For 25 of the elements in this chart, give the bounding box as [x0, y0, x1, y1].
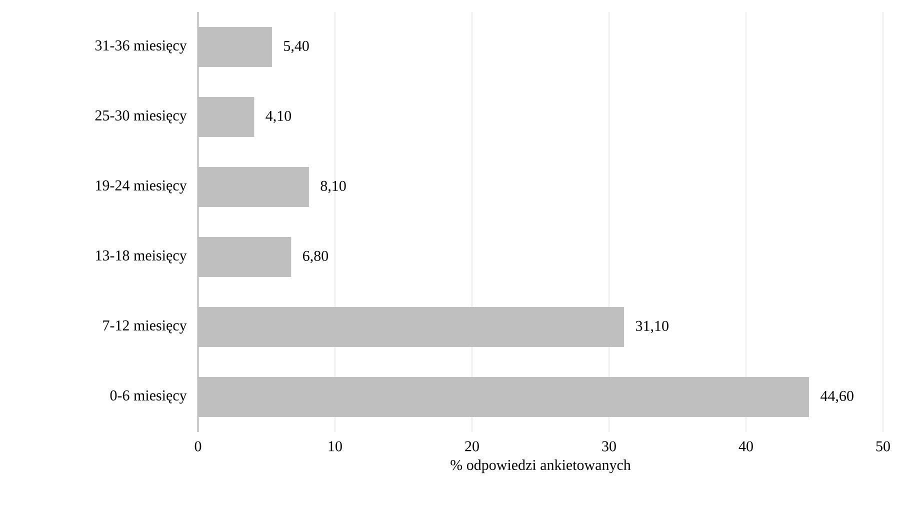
data-label: 31,10: [636, 320, 668, 334]
y-tick-label: 7-12 miesięcy: [103, 320, 187, 334]
x-tick-label: 10: [328, 441, 342, 452]
y-tick-label: 0-6 miesięcy: [110, 390, 187, 404]
data-label: 6,80: [303, 250, 328, 264]
bar: [198, 237, 292, 277]
y-tick-label: 31-36 miesięcy: [95, 40, 187, 54]
data-label: 4,10: [266, 110, 292, 124]
bar: [198, 307, 624, 347]
x-tick-label: 40: [738, 441, 753, 452]
y-tick-label: 19-24 miesięcy: [96, 180, 187, 194]
data-label: 44,60: [820, 390, 854, 404]
bar: [198, 97, 254, 137]
y-tick-label: 25-30 miesięcy: [95, 110, 187, 124]
x-tick-label: 30: [602, 441, 616, 452]
x-tick-label: 20: [465, 441, 479, 452]
y-tick-label: 13-18 meisięcy: [96, 250, 187, 264]
bar: [198, 167, 309, 207]
bar: [198, 27, 272, 67]
x-tick-label: 50: [876, 441, 890, 452]
x-tick-label: 0: [194, 441, 202, 452]
x-axis-title: % odpowiedzi ankietowanych: [450, 460, 631, 474]
bar: [198, 377, 810, 417]
data-label: 5,40: [284, 40, 309, 54]
data-label: 8,10: [320, 180, 346, 194]
